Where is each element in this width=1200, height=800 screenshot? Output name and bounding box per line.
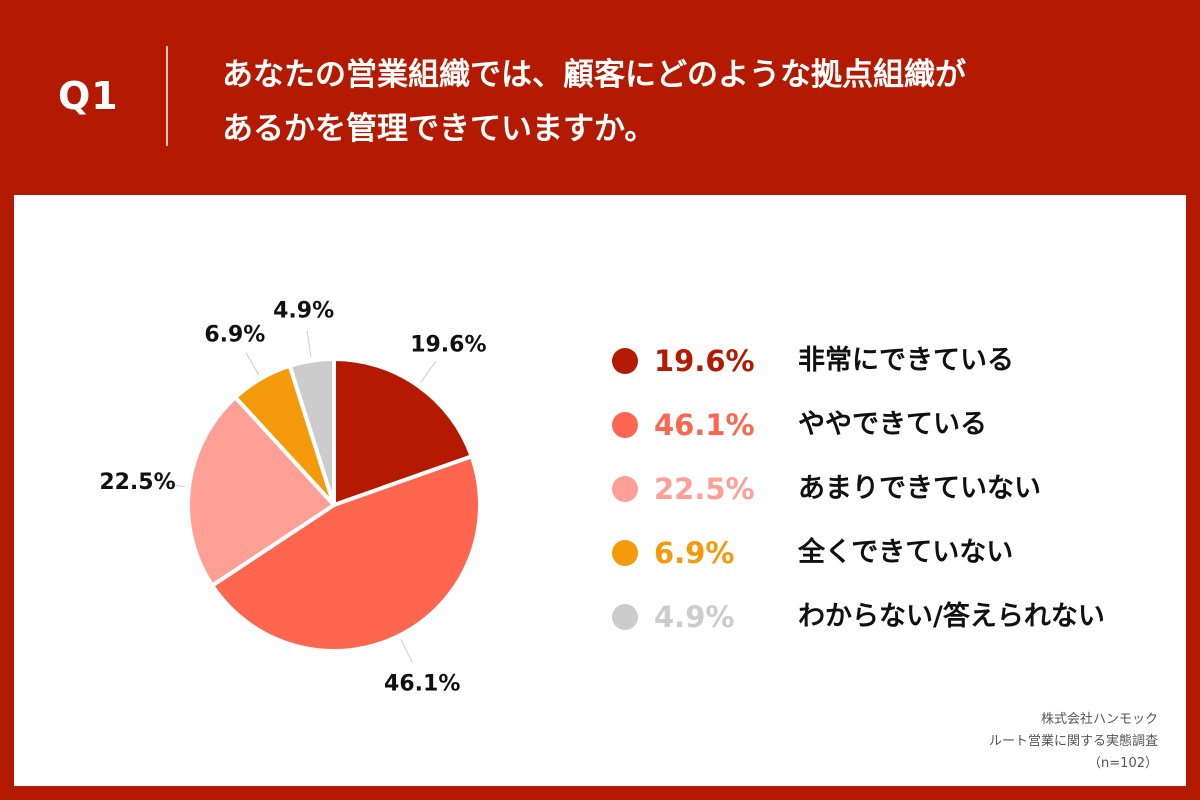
legend-label-5: わからない/答えられない [798,601,1105,632]
legend-item-1: 19.6% 非常にできている [612,340,1172,404]
legend-percent-5: 4.9% [654,600,735,634]
leader-line-1 [420,361,437,383]
legend-percent-2: 46.1% [654,408,755,442]
data-label-2: 46.1% [384,671,460,696]
legend-swatch-1 [612,348,638,374]
legend-item-5: 4.9% わからない/答えられない [612,596,1172,660]
legend-swatch-3 [612,476,638,502]
pie-slice-2 [210,454,482,653]
legend-label-1: 非常にできている [798,345,1014,376]
data-label-3: 22.5% [99,470,175,495]
legend-percent-1: 19.6% [654,344,755,378]
legend-label-4: 全くできていない [798,537,1014,568]
data-label-1: 19.6% [410,332,486,357]
source-survey: ルート営業に関する実態調査 [988,734,1158,749]
legend-label-3: あまりできていない [798,473,1041,504]
pie-chart: 19.6% 46.1% 22.5% 6.9% 4.9% [99,298,486,696]
pie-slice-3 [186,395,336,588]
source-sample-size: （n=102） [1088,756,1158,771]
question-text: あなたの営業組織では、顧客にどのような拠点組織が あるかを管理できていますか。 [222,48,1162,156]
header-divider [166,46,168,146]
question-header: Q1 あなたの営業組織では、顧客にどのような拠点組織が あるかを管理できています… [0,0,1200,195]
legend-percent-4: 6.9% [654,536,735,570]
chart-panel: 19.6% 46.1% 22.5% 6.9% 4.9% 19.6% 非常にできている 4… [14,195,1186,786]
source-note: 株式会社ハンモック ルート営業に関する実態調査 （n=102） [989,709,1158,775]
question-number: Q1 [58,74,119,118]
legend-item-4: 6.9% 全くできていない [612,532,1172,596]
legend-item-3: 22.5% あまりできていない [612,468,1172,532]
question-line-1: あなたの営業組織では、顧客にどのような拠点組織が [222,57,966,93]
legend-percent-3: 22.5% [654,472,755,506]
pie-slice-5 [287,357,336,507]
legend: 19.6% 非常にできている 46.1% ややできている 22.5% あまりでき… [612,340,1172,660]
legend-swatch-2 [612,412,638,438]
legend-label-2: ややできている [798,409,987,440]
legend-swatch-4 [612,540,638,566]
leader-line-2 [400,639,413,663]
data-label-4: 6.9% [204,323,265,348]
leader-line-5 [306,331,312,357]
question-line-2: あるかを管理できていますか。 [222,111,656,147]
source-company: 株式会社ハンモック [1040,712,1158,727]
legend-swatch-5 [612,604,638,630]
leader-line-4 [245,352,260,376]
legend-item-2: 46.1% ややできている [612,404,1172,468]
data-label-5: 4.9% [273,298,334,323]
leader-line-3 [159,482,186,488]
